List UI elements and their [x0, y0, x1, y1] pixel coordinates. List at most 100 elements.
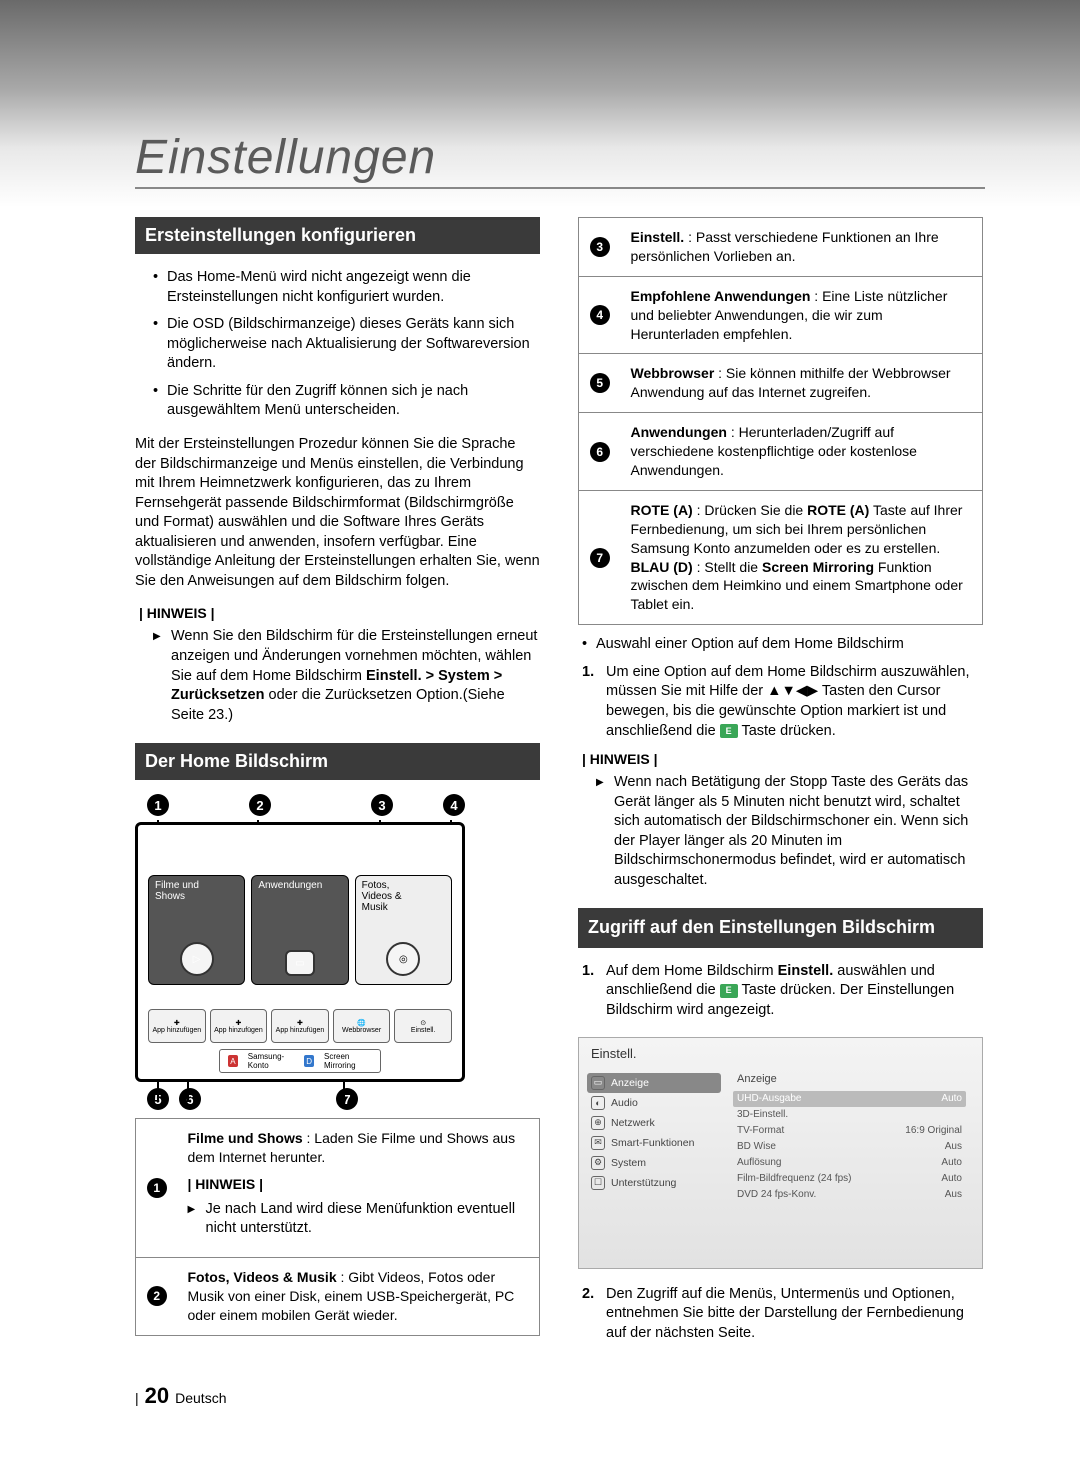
callout-row-top: 1 2 3 4: [135, 794, 540, 816]
diagram-bottom-bar: A Samsung-Konto D Screen Mirroring: [219, 1049, 381, 1073]
setting-label: Film-Bildfrequenz (24 fps): [737, 1173, 851, 1184]
audio-icon: ◐: [591, 1096, 605, 1110]
callout-number: 2: [249, 794, 271, 816]
enter-key-icon: E: [720, 984, 738, 998]
text: : Stellt die: [693, 559, 762, 575]
callout-number: 7: [336, 1088, 358, 1110]
row-title: Filme und Shows: [188, 1130, 303, 1146]
two-column-layout: Ersteinstellungen konfigurieren Das Home…: [135, 217, 985, 1353]
card-label: Videos &: [362, 891, 445, 902]
sidebar-item-audio[interactable]: ◐ Audio: [587, 1093, 721, 1113]
label: Audio: [611, 1097, 638, 1109]
callout-number: 3: [371, 794, 393, 816]
callout-number: 5: [590, 373, 610, 393]
card-label: Musik: [362, 902, 445, 913]
apps-icon: ▭: [285, 950, 315, 976]
option-steps: 1. Um eine Option auf dem Home Bildschir…: [578, 663, 983, 741]
panel-title: Einstell.: [579, 1038, 982, 1069]
card-add-app: ✚App hinzufügen: [210, 1009, 268, 1043]
page-language: Deutsch: [175, 1390, 226, 1406]
label: Unterstützung: [611, 1177, 676, 1189]
callout-number: 2: [147, 1286, 167, 1306]
hinweis-label: | HINWEIS |: [582, 751, 983, 767]
card-label: Fotos,: [362, 880, 445, 891]
home-diagram-wrap: 1 2 3 4: [135, 794, 540, 1110]
text: Taste drücken.: [741, 723, 835, 739]
setting-value: 16:9 Original: [905, 1125, 962, 1136]
hinweis-item: Wenn nach Betätigung der Stopp Taste des…: [596, 773, 983, 890]
enter-key-icon: E: [720, 724, 738, 738]
hinweis-item: Je nach Land wird diese Menüfunktion eve…: [188, 1200, 530, 1239]
step-number: 1.: [582, 663, 594, 683]
setting-label: Auflösung: [737, 1157, 781, 1168]
setting-value: Aus: [945, 1141, 962, 1152]
setting-row[interactable]: UHD-AusgabeAuto: [733, 1091, 966, 1107]
title-rule: [135, 187, 985, 189]
sidebar-item-netzwerk[interactable]: ⊕Netzwerk: [587, 1113, 721, 1133]
play-icon: ▷: [180, 942, 214, 976]
page-title: Einstellungen: [135, 130, 985, 185]
home-screen-diagram: Filme und Shows ▷ Anwendungen ▭ Fotos, V…: [135, 822, 465, 1082]
label: App hinzufügen: [276, 1027, 325, 1034]
divider: |: [135, 1390, 139, 1406]
card-webbrowser: 🌐Webbrowser: [333, 1009, 391, 1043]
table-row: 5 Webbrowser : Sie können mithilfe der W…: [579, 354, 983, 413]
setting-label: UHD-Ausgabe: [737, 1093, 801, 1104]
setting-label: TV-Format: [737, 1125, 784, 1136]
table-row: 7 ROTE (A) : Drücken Sie die ROTE (A) Ta…: [579, 490, 983, 624]
row-title: Einstell.: [631, 229, 685, 245]
callout-number: 3: [590, 237, 610, 257]
section-header-settings-access: Zugriff auf den Einstellungen Bildschirm: [578, 908, 983, 947]
left-column: Ersteinstellungen konfigurieren Das Home…: [135, 217, 540, 1353]
right-column: 3 Einstell. : Passt verschiedene Funktio…: [578, 217, 983, 1353]
row-title: Webbrowser: [631, 365, 715, 381]
step-item: 1. Auf dem Home Bildschirm Einstell. aus…: [578, 962, 983, 1021]
manual-page: Einstellungen Ersteinstellungen konfigur…: [0, 0, 1080, 1353]
card-apps: Anwendungen ▭: [251, 875, 348, 985]
setting-label: BD Wise: [737, 1141, 776, 1152]
label: Screen Mirroring: [324, 1052, 372, 1070]
diagram-container: Filme und Shows ▷ Anwendungen ▭ Fotos, V…: [135, 822, 540, 1082]
label: Smart-Funktionen: [611, 1137, 694, 1149]
setting-row[interactable]: Auflösung Auto: [733, 1155, 966, 1171]
initial-settings-bullets: Das Home-Menü wird nicht angezeigt wenn …: [135, 268, 540, 421]
sidebar-item-support[interactable]: ☐Unterstützung: [587, 1173, 721, 1193]
callout-number: 6: [590, 442, 610, 462]
row-title: Anwendungen: [631, 424, 727, 440]
setting-row[interactable]: TV-Format 16:9 Original: [733, 1123, 966, 1139]
initial-settings-paragraph: Mit der Ersteinstellungen Prozedur könne…: [135, 435, 540, 592]
red-a-icon: A: [228, 1055, 238, 1067]
text: Screen Mirroring: [762, 559, 874, 575]
card-add-app: ✚App hinzufügen: [148, 1009, 206, 1043]
sidebar-item-anzeige[interactable]: ▭Anzeige: [587, 1073, 721, 1093]
option-select-bullet: Auswahl einer Option auf dem Home Bildsc…: [578, 635, 983, 655]
callout-number: 4: [590, 305, 610, 325]
sidebar-item-smart[interactable]: ✉Smart-Funktionen: [587, 1133, 721, 1153]
table-row: 4 Empfohlene Anwendungen : Eine Liste nü…: [579, 276, 983, 354]
setting-row[interactable]: 3D-Einstell.: [733, 1107, 966, 1123]
row-title: Fotos, Videos & Musik: [188, 1269, 337, 1285]
label: Anzeige: [611, 1077, 649, 1089]
callout-number: 1: [147, 794, 169, 816]
label: Einstell.: [411, 1027, 436, 1034]
section-header-home-screen: Der Home Bildschirm: [135, 743, 540, 780]
text: Den Zugriff auf die Menüs, Untermenüs un…: [606, 1286, 964, 1341]
sidebar-item-system[interactable]: ⚙System: [587, 1153, 721, 1173]
text: ROTE (A): [807, 502, 869, 518]
setting-value: Auto: [941, 1157, 962, 1168]
bullet-item: Die OSD (Bildschirmanzeige) dieses Gerät…: [153, 315, 540, 374]
row-title: BLAU (D): [631, 559, 693, 575]
setting-value: Aus: [945, 1189, 962, 1200]
setting-row[interactable]: Film-Bildfrequenz (24 fps) Auto: [733, 1171, 966, 1187]
setting-label: DVD 24 fps-Konv.: [737, 1189, 816, 1200]
settings-access-steps-2: 2. Den Zugriff auf die Menüs, Untermenüs…: [578, 1285, 983, 1344]
panel-main-title: Anzeige: [733, 1073, 966, 1085]
setting-row[interactable]: DVD 24 fps-Konv. Aus: [733, 1187, 966, 1203]
setting-value: Auto: [941, 1173, 962, 1184]
label: Webbrowser: [342, 1027, 381, 1034]
page-footer: | 20 Deutsch: [135, 1383, 226, 1409]
label: Netzwerk: [611, 1117, 655, 1129]
bullet-item: Die Schritte für den Zugriff können sich…: [153, 382, 540, 421]
card-add-app: ✚App hinzufügen: [271, 1009, 329, 1043]
setting-row[interactable]: BD Wise Aus: [733, 1139, 966, 1155]
